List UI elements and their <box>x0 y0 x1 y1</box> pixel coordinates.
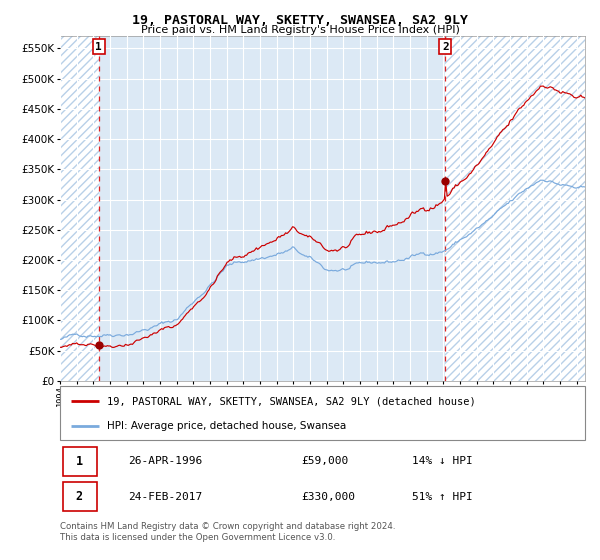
Text: Contains HM Land Registry data © Crown copyright and database right 2024.: Contains HM Land Registry data © Crown c… <box>60 522 395 531</box>
Text: 51% ↑ HPI: 51% ↑ HPI <box>412 492 473 502</box>
Text: Price paid vs. HM Land Registry's House Price Index (HPI): Price paid vs. HM Land Registry's House … <box>140 25 460 35</box>
Text: This data is licensed under the Open Government Licence v3.0.: This data is licensed under the Open Gov… <box>60 533 335 542</box>
Text: 19, PASTORAL WAY, SKETTY, SWANSEA, SA2 9LY: 19, PASTORAL WAY, SKETTY, SWANSEA, SA2 9… <box>132 14 468 27</box>
Text: 2: 2 <box>76 490 83 503</box>
Bar <box>60 36 98 381</box>
Text: 24-FEB-2017: 24-FEB-2017 <box>128 492 203 502</box>
Text: HPI: Average price, detached house, Swansea: HPI: Average price, detached house, Swan… <box>107 421 347 431</box>
FancyBboxPatch shape <box>62 482 97 511</box>
Text: 1: 1 <box>95 41 102 52</box>
Text: 2: 2 <box>442 41 449 52</box>
FancyBboxPatch shape <box>60 386 585 440</box>
Text: £330,000: £330,000 <box>302 492 355 502</box>
Text: 26-APR-1996: 26-APR-1996 <box>128 456 203 466</box>
Bar <box>445 36 585 381</box>
Text: £59,000: £59,000 <box>302 456 349 466</box>
Text: 1: 1 <box>76 455 83 468</box>
Text: 14% ↓ HPI: 14% ↓ HPI <box>412 456 473 466</box>
FancyBboxPatch shape <box>62 447 97 476</box>
Text: 19, PASTORAL WAY, SKETTY, SWANSEA, SA2 9LY (detached house): 19, PASTORAL WAY, SKETTY, SWANSEA, SA2 9… <box>107 396 476 407</box>
